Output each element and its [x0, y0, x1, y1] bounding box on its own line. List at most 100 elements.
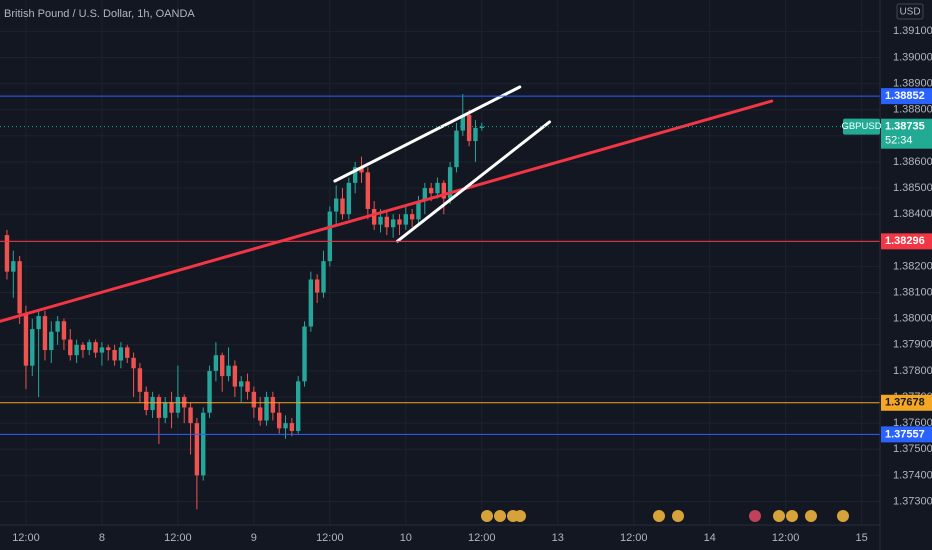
- candle-body: [106, 347, 111, 350]
- candle-body: [80, 344, 86, 350]
- event-icon[interactable]: [653, 510, 665, 522]
- event-icon[interactable]: [749, 510, 761, 522]
- candle-body: [74, 344, 79, 356]
- event-icon[interactable]: [773, 510, 785, 522]
- y-tick-label: 1.37900: [893, 339, 932, 351]
- event-icon[interactable]: [481, 510, 493, 522]
- currency: USD: [899, 7, 920, 18]
- chart-title: British Pound / U.S. Dollar, 1h, OANDA: [4, 8, 195, 20]
- price-label-bg: [881, 233, 932, 250]
- event-icon[interactable]: [494, 510, 506, 522]
- candle-body: [175, 397, 181, 413]
- plot: [0, 85, 880, 510]
- candle-body: [390, 219, 396, 228]
- price-label: 1.38852: [885, 90, 925, 102]
- trend-line: [0, 99, 774, 323]
- x-tick-label: 12:00: [164, 532, 192, 544]
- y-tick-label: 1.38900: [893, 77, 932, 89]
- candle-body: [42, 316, 48, 350]
- candle-body: [30, 329, 35, 366]
- price-label-bg: [881, 394, 932, 411]
- y-tick-label: 1.38800: [893, 104, 932, 116]
- candle-body: [454, 130, 459, 168]
- x-tick-label: 15: [856, 532, 868, 544]
- y-tick-label: 1.38600: [893, 156, 932, 168]
- candle-body: [466, 114, 472, 142]
- event-icon[interactable]: [514, 510, 526, 522]
- price-label: 1.37678: [885, 397, 925, 409]
- candle-body: [333, 198, 339, 212]
- last-price: 1.38735: [885, 121, 925, 133]
- candle-body: [99, 347, 105, 353]
- candle-body: [131, 357, 136, 369]
- candle-body: [232, 365, 238, 387]
- axes: 1.373001.374001.375001.376001.377001.378…: [12, 25, 932, 544]
- candle-body: [150, 397, 155, 411]
- candle-body: [289, 423, 295, 431]
- trend-line: [396, 120, 552, 243]
- candle-body: [17, 261, 22, 314]
- candle-body: [182, 397, 187, 408]
- candle-body: [371, 208, 377, 225]
- price-label-bg: [881, 426, 932, 443]
- x-tick-label: 12:00: [620, 532, 648, 544]
- price-label-bg: [881, 88, 932, 105]
- candle-body: [314, 279, 320, 293]
- event-icon[interactable]: [837, 510, 849, 522]
- candle-body: [156, 397, 162, 418]
- candle-body: [201, 412, 206, 476]
- x-tick-label: 9: [251, 532, 257, 544]
- currency-box[interactable]: [896, 3, 924, 20]
- x-tick-label: 10: [400, 532, 412, 544]
- candle-body: [49, 331, 54, 350]
- symbol-label-bg: [843, 118, 880, 135]
- x-tick-label: 14: [704, 532, 716, 544]
- candle-body: [220, 355, 225, 377]
- last-price-bg: [881, 118, 932, 149]
- candle-body: [302, 326, 307, 382]
- candle-body: [239, 381, 244, 387]
- candle-body: [295, 381, 301, 431]
- candle-body: [264, 397, 269, 421]
- candle-body: [270, 397, 276, 413]
- y-tick-label: 1.38000: [893, 313, 932, 325]
- candle-body: [169, 402, 174, 413]
- symbol-label: GBPUSD: [841, 121, 881, 132]
- candle-body: [352, 167, 358, 183]
- candle-body: [36, 316, 41, 330]
- y-tick-label: 1.37600: [893, 417, 932, 429]
- event-icon[interactable]: [786, 510, 798, 522]
- y-tick-label: 1.38200: [893, 260, 932, 272]
- candle-body: [321, 261, 326, 293]
- x-tick-label: 8: [99, 532, 105, 544]
- candle-body: [384, 216, 390, 228]
- candle-body: [125, 347, 130, 358]
- y-tick-label: 1.38100: [893, 286, 932, 298]
- candle-body: [308, 279, 314, 327]
- candle-body: [251, 391, 257, 408]
- event-icon[interactable]: [805, 510, 817, 522]
- candle-body: [163, 402, 168, 418]
- candle-body: [340, 198, 345, 215]
- event-icon[interactable]: [672, 510, 684, 522]
- candle-body: [93, 342, 98, 353]
- candle-body: [365, 172, 371, 209]
- x-tick-label: 13: [552, 532, 564, 544]
- y-tick-label: 1.39100: [893, 25, 932, 37]
- candle-body: [4, 235, 10, 272]
- candle-body: [68, 339, 73, 356]
- candle-body: [245, 381, 250, 392]
- candle-body: [435, 182, 440, 194]
- candle-body: [346, 182, 352, 215]
- candle-body: [460, 114, 465, 131]
- candle-body: [207, 370, 212, 413]
- candle-body: [226, 365, 231, 377]
- candle-body: [276, 412, 282, 429]
- x-tick-label: 12:00: [316, 532, 344, 544]
- x-tick-label: 12:00: [468, 532, 496, 544]
- y-tick-label: 1.37800: [893, 365, 932, 377]
- x-tick-label: 12:00: [12, 532, 40, 544]
